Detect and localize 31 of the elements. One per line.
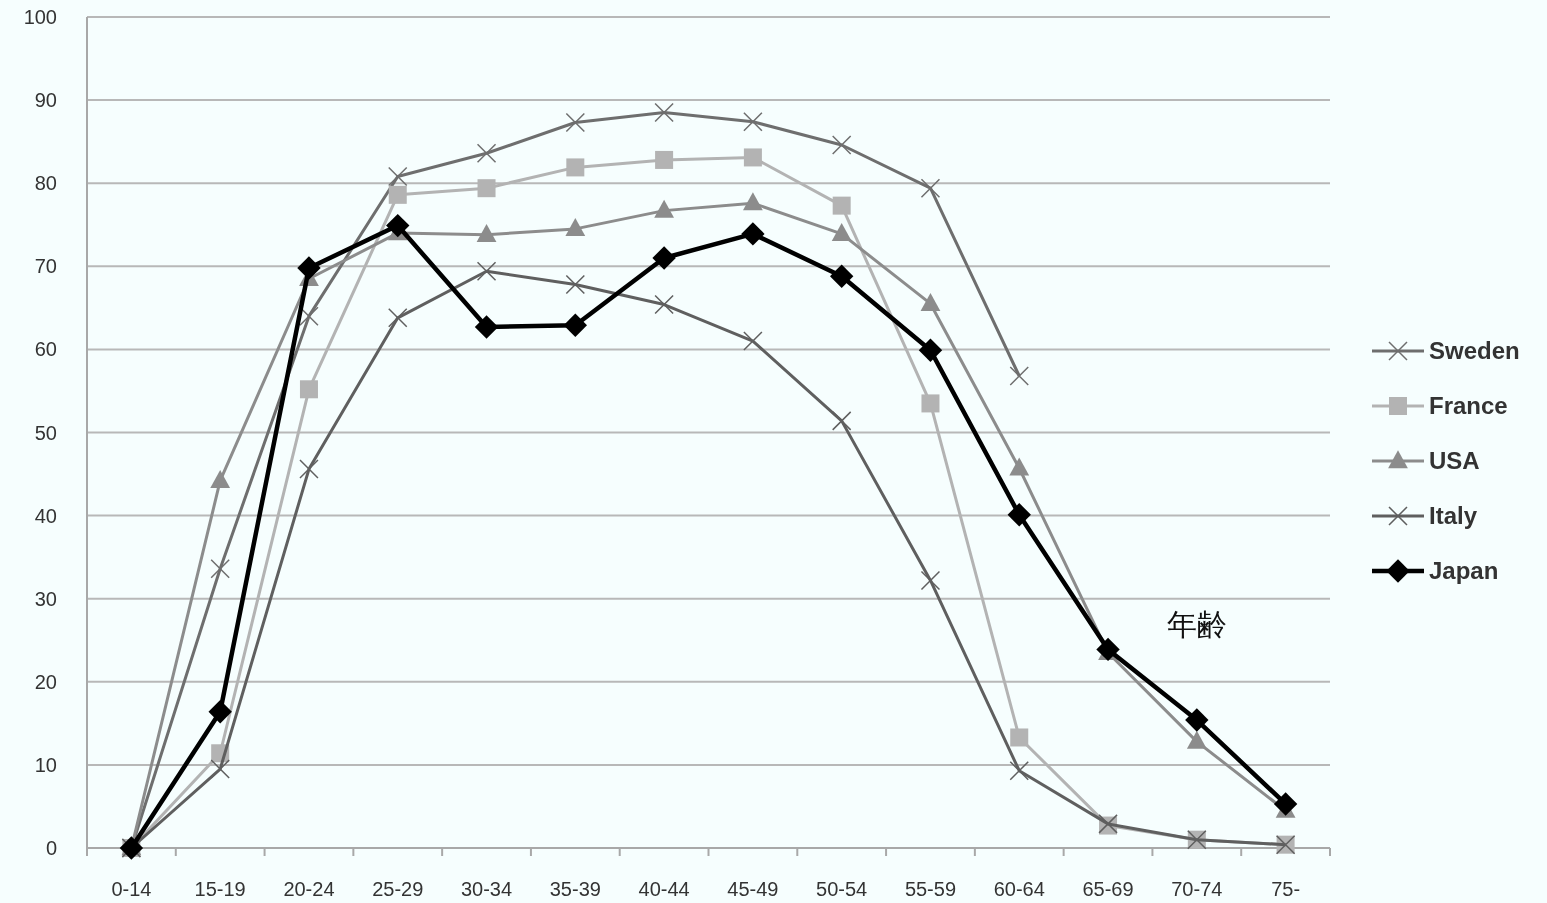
y-tick-label: 60	[34, 338, 57, 361]
y-tick-label: 40	[34, 504, 57, 527]
x-tick-label: 0-14	[111, 878, 152, 900]
y-tick-label: 70	[34, 255, 57, 278]
y-tick-label: 30	[34, 587, 57, 610]
x-tick-label: 20-24	[283, 878, 335, 900]
y-tick-label: 0	[45, 837, 57, 859]
x-tick-label: 70-74	[1171, 878, 1223, 900]
x-tick-label: 45-49	[727, 878, 779, 900]
x-tick-label: 25-29	[372, 878, 424, 900]
legend-label: Sweden	[1429, 337, 1520, 364]
y-tick-label: 20	[34, 670, 57, 693]
y-tick-label: 50	[34, 421, 57, 444]
legend-label: Japan	[1429, 557, 1499, 584]
y-tick-label: 100	[23, 6, 57, 28]
x-tick-label: 15-19	[194, 878, 246, 900]
x-tick-label: 65-69	[1082, 878, 1134, 900]
x-tick-label: 30-34	[460, 878, 513, 900]
x-tick-label: 50-54	[816, 878, 868, 900]
y-tick-label: 90	[34, 89, 57, 112]
x-tick-label: 60-64	[993, 878, 1045, 900]
x-tick-label: 75-	[1271, 878, 1301, 900]
x-tick-label: 40-44	[638, 878, 690, 900]
y-tick-label: 80	[34, 172, 57, 195]
x-tick-label: 35-39	[549, 878, 601, 900]
legend-label: France	[1429, 392, 1508, 419]
annotation: 年齢	[1167, 608, 1227, 641]
y-tick-label: 10	[34, 753, 57, 776]
legend-label: Italy	[1429, 502, 1478, 529]
legend-label: USA	[1429, 447, 1480, 474]
x-tick-label: 55-59	[904, 878, 957, 900]
